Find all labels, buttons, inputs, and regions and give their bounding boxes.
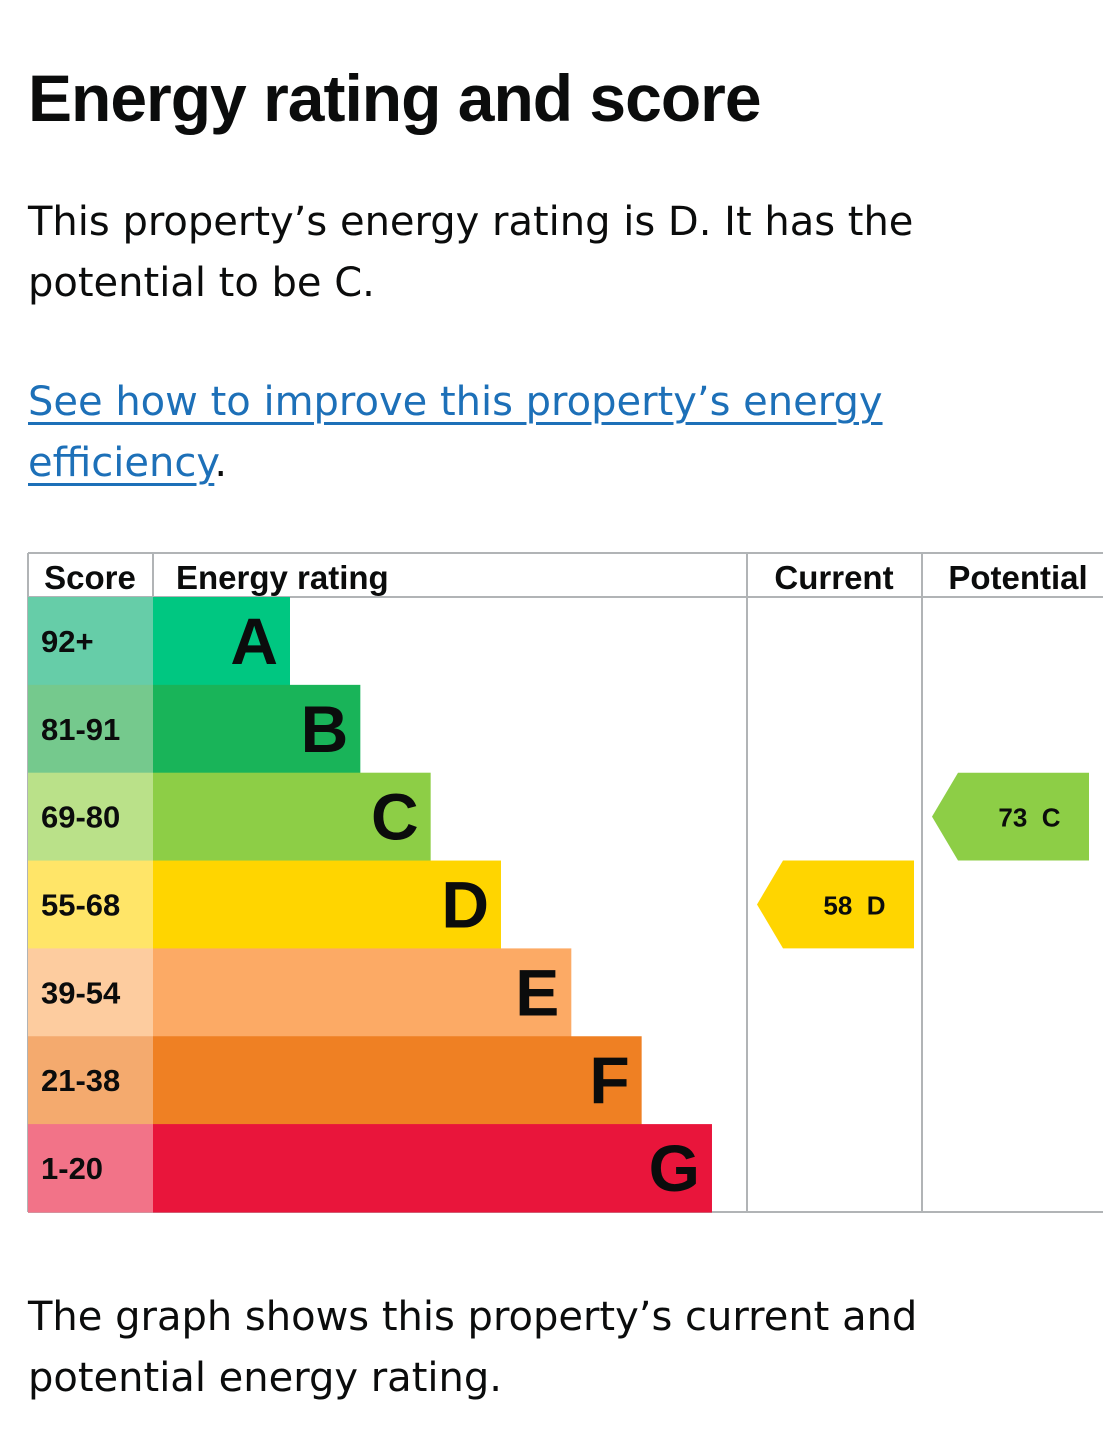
band-f-score-range: 21-38	[41, 1063, 120, 1098]
link-trailing-period: .	[214, 440, 228, 486]
energy-rating-chart: Score Energy rating Current Potential 92…	[27, 552, 1103, 1213]
graph-description: The graph shows this property’s current …	[28, 1294, 918, 1401]
band-f-letter: F	[589, 1043, 629, 1117]
band-d-letter: D	[441, 867, 489, 941]
band-a: 92+ A	[28, 597, 290, 686]
band-c-bar	[153, 772, 431, 862]
current-rating-marker-label: 58 D	[823, 890, 885, 920]
potential-rating-marker-label: 73 C	[998, 803, 1060, 833]
band-g-letter: G	[649, 1131, 700, 1205]
rating-markers: 58 D 73 C	[757, 772, 1089, 949]
potential-rating-marker-arrow	[932, 772, 1089, 861]
rating-summary: This property’s energy rating is D. It h…	[28, 199, 914, 306]
band-g-score-range: 1-20	[41, 1151, 103, 1186]
band-d-score-range: 55-68	[41, 887, 120, 922]
band-b-score-range: 81-91	[41, 712, 120, 747]
band-g-bar	[153, 1124, 712, 1213]
improve-paragraph: See how to improve this property’s energ…	[28, 372, 1078, 494]
page-title: Energy rating and score	[28, 61, 762, 135]
band-b-letter: B	[301, 692, 349, 766]
current-rating-marker: 58 D	[757, 860, 914, 949]
band-a-bar	[153, 597, 290, 686]
band-c-score-range: 69-80	[41, 800, 120, 835]
band-e-score-cell	[28, 948, 153, 1037]
potential-column-header: Potential	[948, 559, 1087, 596]
band-a-letter: A	[230, 604, 278, 678]
band-b: 81-91 B	[28, 684, 361, 774]
band-b-bar	[153, 684, 361, 774]
band-f: 21-38 F	[28, 1036, 642, 1125]
energy-rating-column-header: Energy rating	[176, 559, 389, 596]
band-e: 39-54 E	[28, 948, 572, 1037]
band-a-score-range: 92+	[41, 624, 94, 659]
current-rating-marker-arrow	[757, 860, 914, 949]
band-d: 55-68 D	[28, 860, 501, 949]
band-d-score-cell	[28, 860, 153, 949]
band-b-score-cell	[28, 684, 153, 774]
band-e-letter: E	[515, 955, 559, 1029]
band-a-score-cell	[28, 597, 153, 686]
band-e-bar	[153, 948, 572, 1037]
band-g: 1-20 G	[28, 1124, 712, 1213]
band-c-score-cell	[28, 772, 153, 862]
band-e-score-range: 39-54	[41, 975, 121, 1010]
improve-efficiency-link[interactable]: See how to improve this property’s energ…	[28, 379, 883, 486]
band-d-bar	[153, 860, 501, 949]
band-f-score-cell	[28, 1036, 153, 1125]
band-c-letter: C	[371, 780, 419, 854]
band-f-bar	[153, 1036, 642, 1125]
score-column-header: Score	[44, 559, 136, 596]
band-g-score-cell	[28, 1124, 153, 1213]
current-column-header: Current	[774, 559, 893, 596]
band-c: 69-80 C	[28, 772, 431, 862]
rating-bands: 92+ A 81-91 B 69-80 C 55-68 D 39-54 E 21-38 F 1-20 G	[28, 597, 712, 1213]
potential-rating-marker: 73 C	[932, 772, 1089, 861]
chart-header: Score Energy rating Current Potential	[44, 559, 1088, 596]
